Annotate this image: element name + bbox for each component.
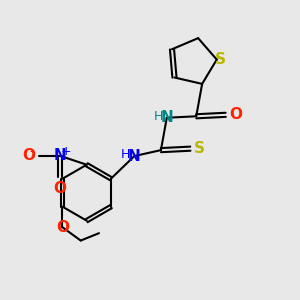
Text: +: + [60,145,71,158]
Text: O: O [54,181,67,196]
Text: S: S [194,141,205,156]
Text: S: S [215,52,226,67]
Text: N: N [54,148,67,164]
Text: O: O [56,220,69,235]
Text: N: N [160,110,173,125]
Text: O: O [22,148,35,164]
Text: -: - [29,145,34,158]
Text: N: N [128,148,141,164]
Text: O: O [230,107,242,122]
Text: H: H [153,110,163,123]
Text: H: H [121,148,130,161]
